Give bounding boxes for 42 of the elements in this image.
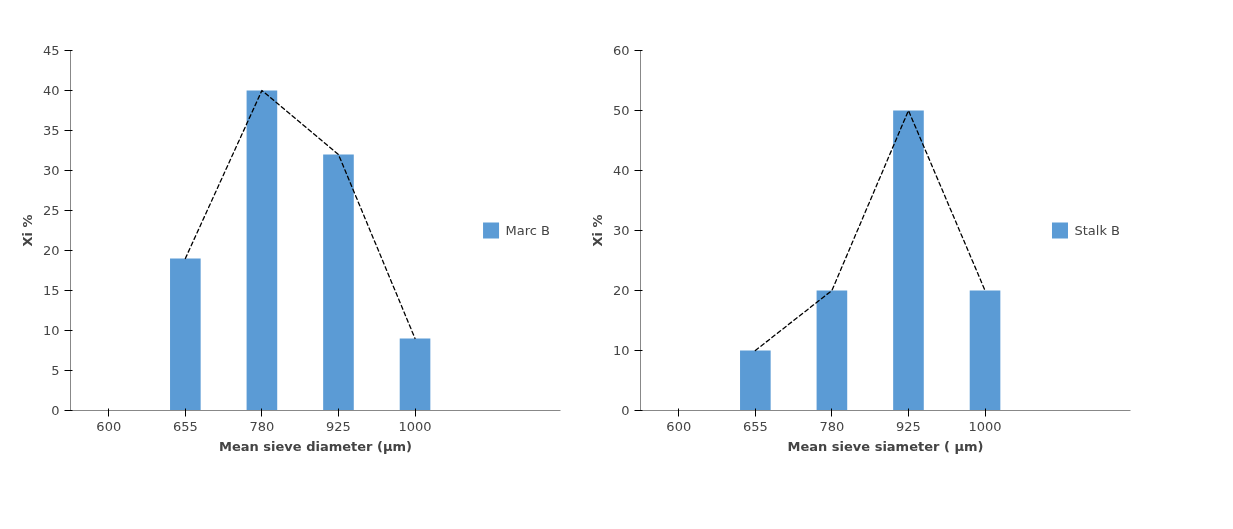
y-tick-label: 30	[612, 223, 630, 238]
y-tick-label: 45	[42, 43, 60, 58]
y-tick-label: 5	[51, 363, 60, 378]
bar	[323, 154, 354, 411]
y-tick-label: 40	[612, 163, 630, 178]
bar	[893, 110, 924, 411]
x-tick-label: 600	[666, 418, 692, 434]
y-tick-label: 20	[42, 243, 60, 258]
x-tick-label: 600	[96, 418, 122, 434]
y-tick-label: 0	[621, 403, 630, 418]
x-tick-label: 925	[896, 418, 921, 434]
y-tick-label: 10	[42, 323, 60, 338]
y-tick-label: 10	[612, 343, 630, 358]
x-tick-label: 655	[172, 418, 198, 434]
x-tick-label: 655	[742, 418, 768, 434]
bar	[170, 258, 201, 411]
y-tick-label: 50	[612, 103, 630, 118]
y-tick-label: 40	[42, 83, 60, 98]
bar	[399, 338, 431, 411]
x-tick-label: 780	[249, 418, 275, 434]
y-tick-label: 20	[612, 283, 630, 298]
bar	[246, 90, 278, 411]
x-tick-label: 1000	[968, 418, 1002, 434]
bar	[740, 350, 771, 411]
x-tick-label: 780	[819, 418, 845, 434]
y-tick-label: 30	[42, 163, 60, 178]
y-tick-label: 15	[42, 283, 60, 298]
x-tick-label: 925	[326, 418, 351, 434]
y-axis-title: Xi %	[589, 214, 605, 247]
x-axis-title: Mean sieve siameter ( µm)	[787, 438, 984, 454]
y-axis-title: Xi %	[19, 214, 35, 247]
x-axis-title: Mean sieve diameter (µm)	[219, 438, 412, 454]
y-tick-label: 35	[42, 123, 60, 138]
y-tick-label: 60	[612, 43, 630, 58]
legend-label: Marc B	[505, 222, 550, 238]
bar	[969, 290, 1001, 411]
bar	[816, 290, 848, 411]
y-tick-label: 0	[51, 403, 60, 418]
y-tick-label: 25	[42, 203, 60, 218]
line-series	[184, 89, 416, 340]
legend-label: Stalk B	[1074, 222, 1120, 238]
x-tick-label: 1000	[398, 418, 432, 434]
